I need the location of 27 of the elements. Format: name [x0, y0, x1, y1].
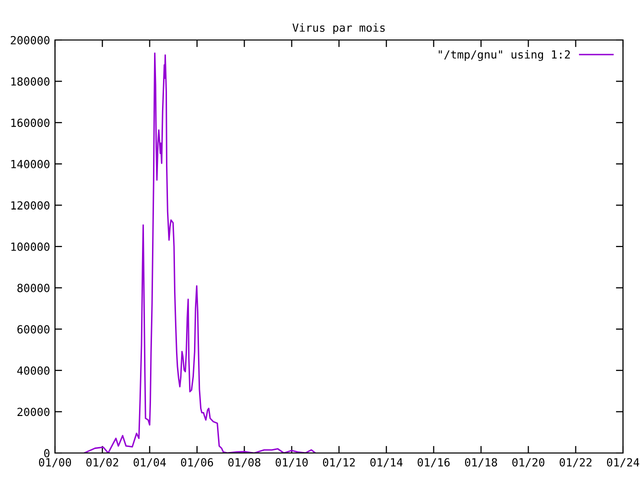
y-tick-label: 160000 — [11, 118, 50, 128]
x-tick-label: 01/06 — [181, 458, 214, 468]
y-tick-label: 140000 — [11, 160, 50, 168]
y-tick-label: 20000 — [18, 408, 50, 416]
x-tick-label: 01/04 — [134, 458, 166, 468]
x-tick-label: 01/14 — [370, 458, 403, 468]
y-tick-label: 80000 — [17, 284, 50, 292]
x-tick-label: 01/18 — [465, 458, 498, 468]
x-tick-label: 01/02 — [86, 458, 118, 468]
y-tick-label: 60000 — [17, 325, 50, 334]
y-tick-label: 100000 — [11, 242, 50, 251]
y-tick-label: 200000 — [10, 36, 50, 44]
x-tick-label: 01/24 — [607, 458, 640, 468]
x-tick-label: 01/16 — [418, 458, 450, 468]
chart-title: Virus par mois — [292, 23, 385, 34]
legend-label: "/tmp/gnu" using 1:2 — [438, 50, 570, 61]
y-tick-label: 120000 — [11, 201, 50, 210]
line-series — [84, 52, 316, 453]
x-tick-label: 01/20 — [512, 458, 544, 468]
x-tick-label: 01/12 — [323, 458, 355, 468]
y-tick-label: 180000 — [11, 77, 50, 86]
x-tick-label: 01/00 — [39, 458, 72, 468]
y-tick-label: 40000 — [17, 366, 50, 375]
y-tick-label: 0 — [44, 449, 50, 458]
x-tick-label: 01/10 — [276, 458, 308, 468]
x-tick-label: 01/22 — [560, 458, 592, 468]
x-tick-label: 01/08 — [228, 458, 260, 468]
